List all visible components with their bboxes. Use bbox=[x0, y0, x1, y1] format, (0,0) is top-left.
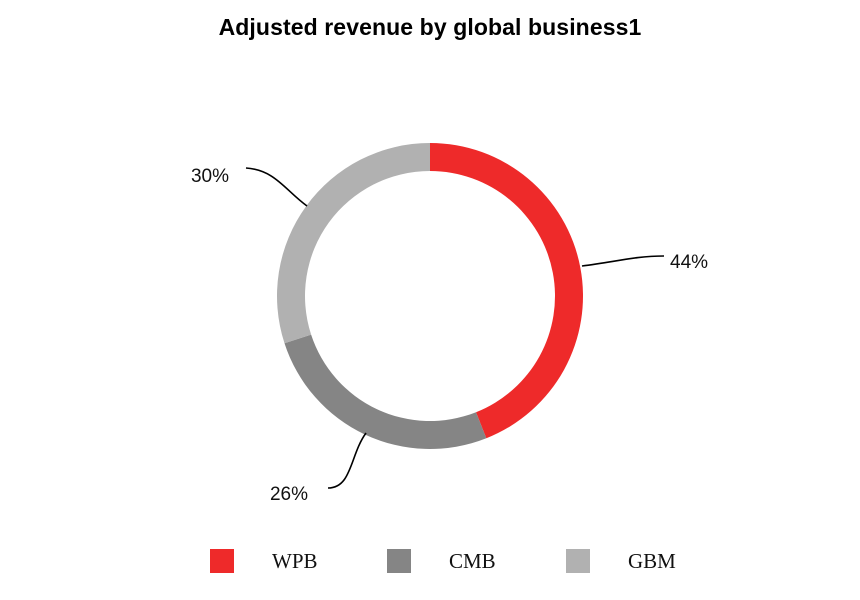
leader-line-wpb bbox=[581, 255, 665, 267]
legend-label-wpb: WPB bbox=[272, 548, 318, 573]
slice-cmb bbox=[284, 334, 487, 450]
slice-wpb bbox=[430, 143, 583, 439]
chart-title: Adjusted revenue by global business1 bbox=[218, 14, 642, 40]
legend-item-gbm: GBM bbox=[566, 546, 676, 576]
slice-gbm bbox=[276, 143, 430, 344]
legend-label-gbm: GBM bbox=[628, 548, 676, 573]
slice-labels: 44% 26% 30% bbox=[191, 166, 708, 505]
chart-legend: WPB CMB GBM bbox=[0, 546, 860, 576]
legend-label-cmb: CMB bbox=[449, 548, 496, 573]
leader-line-gbm bbox=[245, 167, 308, 207]
slice-label-wpb: 44% bbox=[670, 252, 708, 273]
legend-item-wpb: WPB bbox=[210, 546, 318, 576]
slice-label-cmb: 26% bbox=[270, 484, 308, 505]
leader-lines bbox=[245, 167, 665, 489]
leader-line-cmb bbox=[327, 432, 367, 489]
donut-slices bbox=[276, 143, 583, 450]
donut-chart: 44% 26% 30% bbox=[191, 143, 708, 505]
legend-swatch-wpb bbox=[210, 549, 234, 573]
legend-swatch-gbm bbox=[566, 549, 590, 573]
legend-swatch-cmb bbox=[387, 549, 411, 573]
slice-label-gbm: 30% bbox=[191, 166, 229, 187]
legend-item-cmb: CMB bbox=[387, 546, 496, 576]
